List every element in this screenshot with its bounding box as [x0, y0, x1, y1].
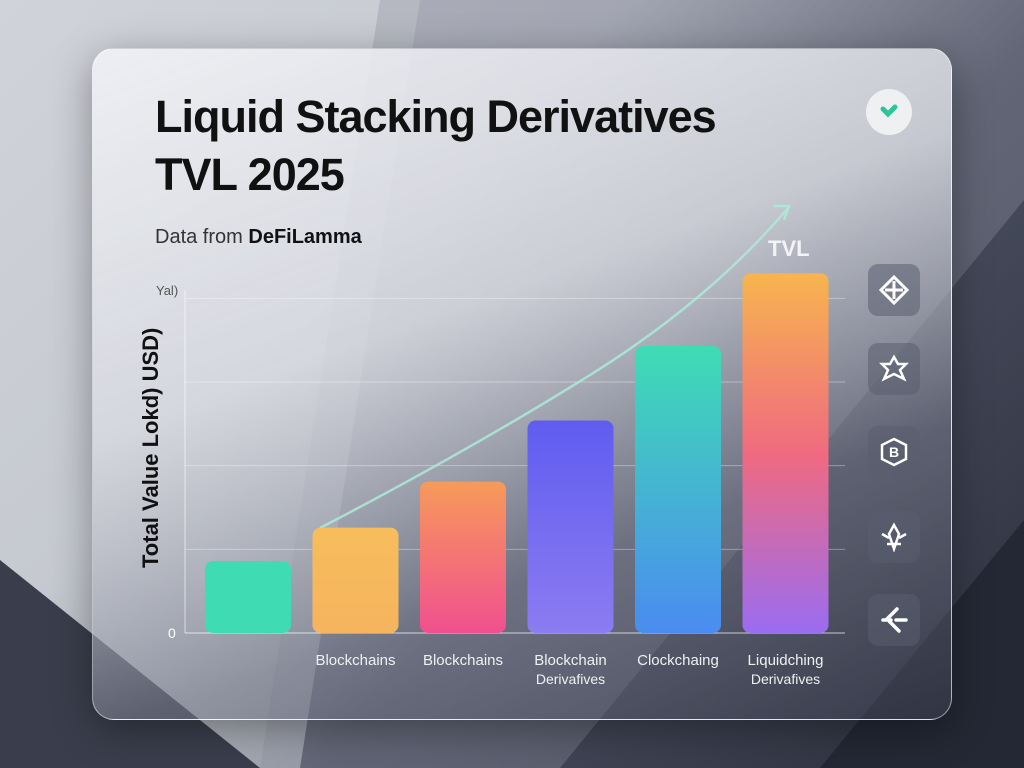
x-tick-line1: Clockchaing: [637, 652, 719, 669]
x-tick-line1: Blockchain: [534, 652, 607, 669]
rocket-icon[interactable]: [868, 511, 920, 563]
y-axis-top-label: Yal): [156, 283, 179, 298]
bar[interactable]: [527, 420, 614, 633]
bar[interactable]: [742, 273, 829, 633]
bar[interactable]: [420, 481, 506, 633]
trend-label: TVL: [768, 236, 810, 261]
x-tick-line2: Derivafives: [535, 671, 606, 687]
arrow-split-icon[interactable]: [868, 594, 920, 646]
x-tick-label: Liquidching Derivafives: [731, 652, 841, 688]
x-tick-line2: Derivafives: [750, 671, 821, 687]
x-tick-line1: Blockchains: [422, 652, 504, 669]
bar[interactable]: [312, 527, 399, 633]
x-tick-line1: Blockchains: [315, 652, 396, 669]
x-tick-label: Blockchains: [408, 652, 518, 670]
bar[interactable]: [635, 346, 721, 633]
bar[interactable]: [205, 561, 291, 633]
trend-arrow-icon: [774, 204, 791, 221]
x-tick-label: Blockchains: [301, 652, 411, 670]
svg-text:B: B: [889, 444, 899, 460]
x-tick-label: Clockchaing: [623, 652, 733, 670]
star-icon[interactable]: [868, 343, 920, 395]
x-tick-label: Blockchain Derivafives: [516, 652, 626, 688]
chart-subtitle: Data from DeFiLamma: [155, 226, 362, 248]
y-tick-zero: 0: [168, 625, 176, 641]
data-source: DeFiLamma: [248, 226, 362, 248]
chart-title: Liquid Stacking Derivatives TVL 2025: [155, 91, 717, 200]
crosshair-diamond-icon[interactable]: [868, 264, 920, 316]
brand-logo-icon[interactable]: [866, 89, 912, 135]
b-hexagon-icon[interactable]: B: [868, 426, 920, 478]
trend-line: [319, 207, 789, 530]
x-tick-line1: Liquidching: [747, 652, 824, 669]
